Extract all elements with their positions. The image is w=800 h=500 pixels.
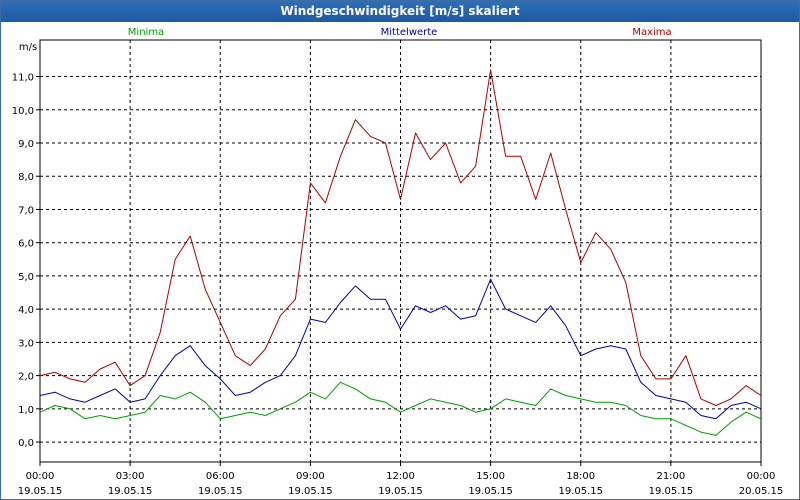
series-lines — [39, 69, 762, 436]
x-tick-time-label: 15:00 — [476, 471, 505, 482]
series-line-minima — [39, 381, 762, 436]
x-tick-date-label: 19.05.15 — [378, 486, 423, 497]
y-tick-label: 0,0 — [18, 438, 34, 449]
y-tick-label: 2,0 — [18, 372, 34, 383]
x-tick-date-label: 19.05.15 — [18, 486, 63, 497]
legend: Minima Mittelwerte Maxima — [128, 27, 672, 38]
x-tick-date-label: 19.05.15 — [468, 486, 513, 497]
x-axis: 00:00 19.05.15 03:00 19.05.15 06:00 19.05.15 0… — [18, 462, 784, 497]
x-tick-date-label: 19.05.15 — [649, 486, 694, 497]
x-tick-time-label: 12:00 — [386, 471, 415, 482]
series-line-mittelwerte — [39, 278, 762, 420]
y-tick-label: 11,0 — [12, 73, 34, 84]
y-tick-label: 3,0 — [18, 338, 34, 349]
x-tick-time-label: 09:00 — [296, 471, 325, 482]
y-tick-label: 1,0 — [18, 405, 34, 416]
y-tick-label: 6,0 — [18, 239, 34, 250]
x-tick-time-label: 21:00 — [656, 471, 685, 482]
y-axis: 0,0 1,0 2,0 3,0 4,0 5,0 6,0 7,0 8,0 9,0 10,0 11,0 — [12, 73, 40, 449]
window-title: Windgeschwindigkeit [m/s] skaliert — [1, 1, 799, 22]
x-tick-date-label: 19.05.15 — [108, 486, 153, 497]
y-tick-label: 7,0 — [18, 205, 34, 216]
x-tick-time-label: 00:00 — [26, 471, 55, 482]
legend-entry-minima: Minima — [128, 27, 164, 38]
x-tick-time-label: 00:00 — [747, 471, 776, 482]
x-tick-time-label: 06:00 — [206, 471, 235, 482]
legend-entry-mittelwerte: Mittelwerte — [381, 27, 438, 38]
y-axis-label: m/s — [19, 42, 37, 53]
x-tick-date-label: 20.05.15 — [739, 486, 784, 497]
y-tick-label: 5,0 — [18, 272, 34, 283]
x-tick-date-label: 19.05.15 — [558, 486, 603, 497]
grid-lines — [40, 40, 761, 462]
y-tick-label: 9,0 — [18, 139, 34, 150]
x-tick-date-label: 19.05.15 — [198, 486, 243, 497]
series-line-maxima — [39, 69, 762, 406]
y-tick-label: 10,0 — [12, 106, 34, 117]
y-tick-label: 4,0 — [18, 305, 34, 316]
x-tick-date-label: 19.05.15 — [288, 486, 333, 497]
legend-entry-maxima: Maxima — [632, 27, 671, 38]
y-tick-label: 8,0 — [18, 172, 34, 183]
x-tick-time-label: 18:00 — [566, 471, 595, 482]
x-tick-time-label: 03:00 — [116, 471, 145, 482]
